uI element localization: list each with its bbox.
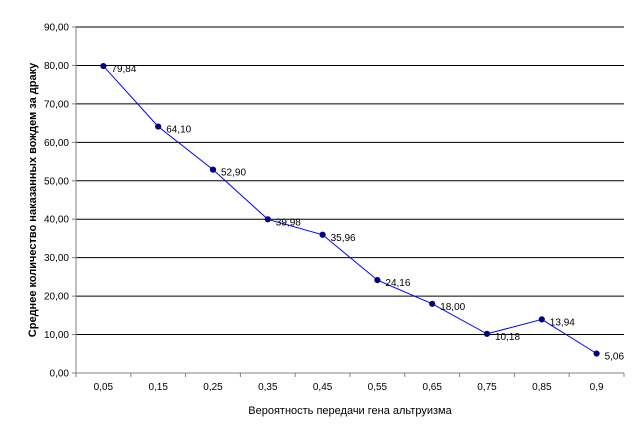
data-label: 52,90 [221, 168, 246, 179]
y-tick-label: 90,00 [44, 23, 69, 34]
data-point [155, 123, 162, 130]
data-point [374, 277, 381, 284]
y-axis-title: Среднее количество наказанных вождем за … [27, 62, 39, 337]
y-tick-label: 60,00 [44, 138, 69, 149]
axes [72, 26, 625, 377]
x-tick-label: 0,65 [422, 382, 442, 393]
data-label: 35,96 [331, 233, 356, 244]
data-label: 79,84 [111, 64, 136, 75]
y-tick-label: 20,00 [44, 292, 69, 303]
y-tick-label: 40,00 [44, 215, 69, 226]
data-point [319, 231, 326, 238]
data-label: 13,94 [550, 317, 575, 328]
data-point [264, 216, 271, 223]
series-line [103, 65, 597, 354]
data-points [100, 62, 600, 357]
data-label: 24,16 [385, 278, 410, 289]
y-tick-labels: 0,00 10,00 20,00 30,00 40,00 50,00 60,00 70,00 8… [44, 23, 69, 380]
data-point [209, 166, 217, 173]
x-tick-labels: 0,05 0,15 0,25 0,35 0,45 0,55 0,65 0,75 0,85 0,9 [94, 382, 604, 393]
data-label: 39,98 [276, 217, 301, 228]
data-label: 18,00 [440, 302, 465, 313]
x-tick-label: 0,25 [203, 382, 223, 393]
data-point [538, 316, 545, 323]
x-axis-title: Вероятность передачи гена альтруизма [248, 405, 452, 417]
x-tick-label: 0,9 [590, 382, 604, 393]
series-line-path [103, 65, 597, 354]
x-tick-label: 0,05 [94, 382, 114, 393]
y-tick-label: 30,00 [44, 253, 69, 264]
gridlines [76, 26, 624, 336]
data-label: 5,06 [605, 352, 625, 363]
y-tick-label: 0,00 [50, 369, 70, 380]
x-tick-label: 0,85 [532, 382, 552, 393]
data-label: 64,10 [166, 125, 191, 136]
data-labels: 79,84 64,10 52,90 39,98 35,96 24,16 18,00 10,18… [111, 64, 624, 362]
y-tick-label: 80,00 [44, 61, 69, 72]
y-tick-label: 70,00 [44, 99, 69, 110]
x-tick-label: 0,55 [368, 382, 388, 393]
data-point [593, 350, 600, 357]
data-label: 10,18 [495, 332, 520, 343]
data-point [100, 62, 107, 70]
x-tick-label: 0,45 [313, 382, 333, 393]
y-tick-label: 50,00 [44, 176, 69, 187]
x-tick-label: 0,15 [148, 382, 168, 393]
data-point [483, 330, 491, 337]
y-tick-label: 10,00 [44, 330, 69, 341]
x-tick-label: 0,75 [477, 382, 497, 393]
x-tick-label: 0,35 [258, 382, 278, 393]
data-point [429, 300, 436, 307]
